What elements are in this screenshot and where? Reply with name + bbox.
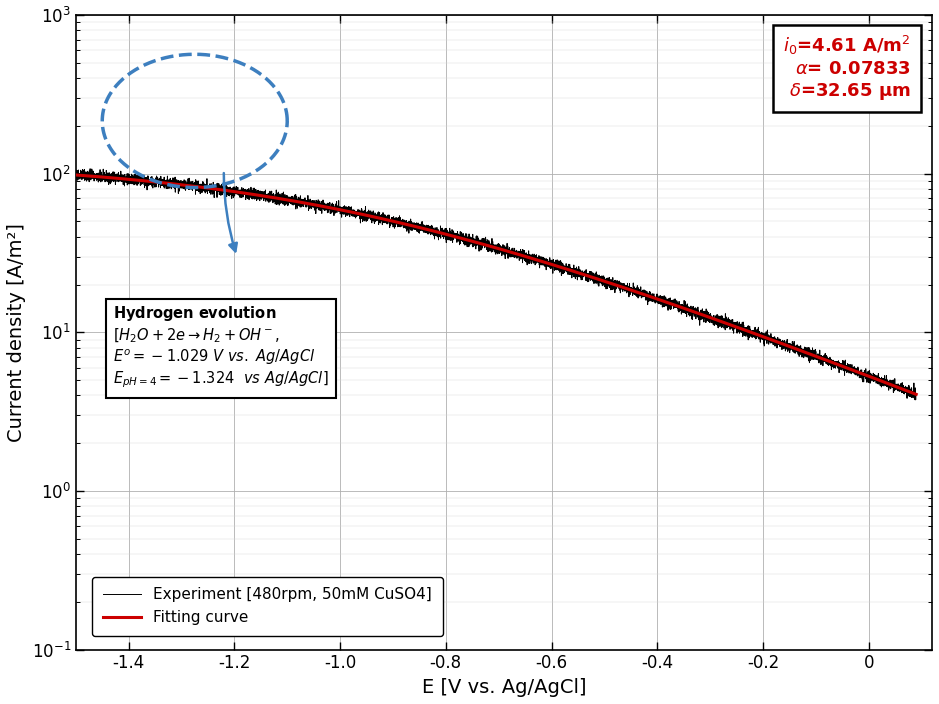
- X-axis label: E [V vs. Ag/AgCl]: E [V vs. Ag/AgCl]: [422, 678, 586, 697]
- Fitting curve: [113, 174, 124, 182]
- Experiment [480rpm, 50mM CuSO4]: [70, 168, 82, 176]
- Experiment [480rpm, 50mM CuSO4]: [911, 390, 922, 398]
- Fitting curve: [375, 214, 386, 222]
- Fitting curve: [70, 171, 82, 180]
- Experiment [480rpm, 50mM CuSO4]: [910, 396, 921, 404]
- Y-axis label: Current density [A/m²]: Current density [A/m²]: [7, 223, 26, 441]
- Fitting curve: [604, 279, 615, 287]
- Fitting curve: [738, 325, 749, 334]
- Experiment [480rpm, 50mM CuSO4]: [738, 325, 749, 333]
- Text: $\bf{Hydrogen\ evolution}$
$[H_2O + 2e\rightarrow H_2 + OH^-,$
$E^o=-1.029\ V\ v: $\bf{Hydrogen\ evolution}$ $[H_2O + 2e\r…: [113, 304, 329, 391]
- Line: Experiment [480rpm, 50mM CuSO4]: Experiment [480rpm, 50mM CuSO4]: [76, 169, 916, 400]
- Experiment [480rpm, 50mM CuSO4]: [693, 310, 704, 319]
- Legend: Experiment [480rpm, 50mM CuSO4], Fitting curve: Experiment [480rpm, 50mM CuSO4], Fitting…: [92, 577, 442, 636]
- Line: Fitting curve: Fitting curve: [76, 175, 916, 394]
- Fitting curve: [567, 267, 578, 275]
- Text: $i_0$=4.61 A/m$^2$
$\alpha$= 0.07833
$\delta$=32.65 μm: $i_0$=4.61 A/m$^2$ $\alpha$= 0.07833 $\d…: [783, 34, 911, 102]
- Fitting curve: [911, 390, 922, 398]
- Experiment [480rpm, 50mM CuSO4]: [85, 165, 96, 173]
- Experiment [480rpm, 50mM CuSO4]: [113, 177, 124, 186]
- Fitting curve: [693, 309, 704, 318]
- Experiment [480rpm, 50mM CuSO4]: [375, 215, 386, 223]
- Experiment [480rpm, 50mM CuSO4]: [604, 284, 615, 292]
- Experiment [480rpm, 50mM CuSO4]: [567, 266, 578, 275]
